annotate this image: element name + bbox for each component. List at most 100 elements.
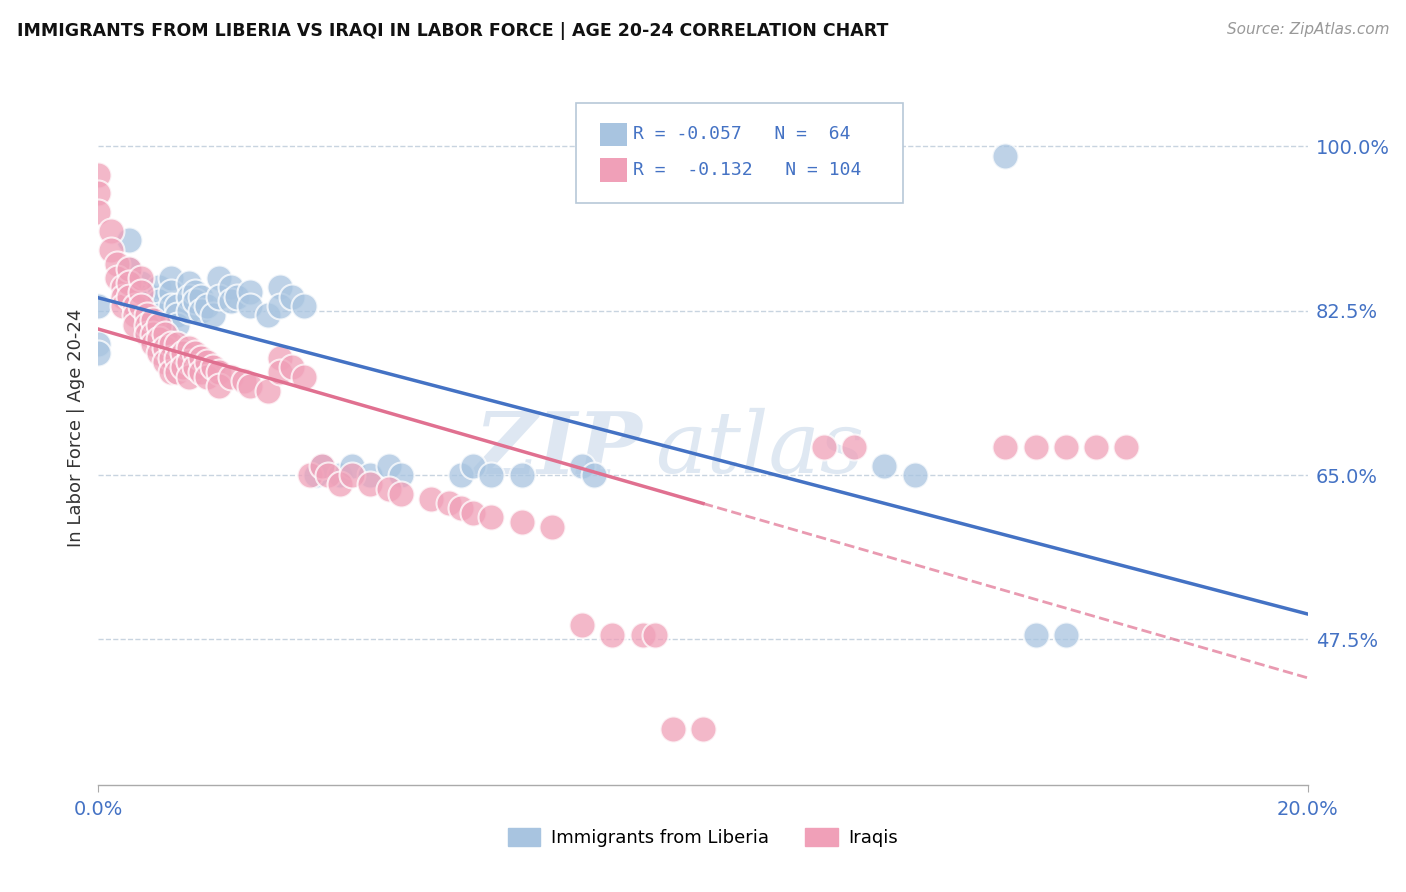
Point xyxy=(118,261,141,276)
Point xyxy=(148,294,170,309)
Point xyxy=(179,303,201,318)
Point xyxy=(135,299,157,313)
Point xyxy=(316,468,339,483)
Point xyxy=(463,458,485,473)
Point xyxy=(583,468,606,483)
Point xyxy=(172,346,194,360)
Bar xyxy=(600,123,627,146)
Point xyxy=(256,309,278,323)
Point xyxy=(571,618,593,632)
Point xyxy=(631,628,654,642)
Point xyxy=(360,468,382,483)
Point xyxy=(602,628,624,642)
Point xyxy=(904,468,927,483)
Point xyxy=(184,346,207,360)
Point xyxy=(692,722,714,736)
Point xyxy=(184,285,207,299)
Point xyxy=(184,360,207,375)
Point xyxy=(208,379,231,393)
Point xyxy=(166,365,188,379)
Point xyxy=(202,309,225,323)
Legend: Immigrants from Liberia, Iraqis: Immigrants from Liberia, Iraqis xyxy=(508,828,898,847)
Point xyxy=(142,290,165,304)
Point xyxy=(105,271,128,285)
Point xyxy=(105,257,128,271)
Point xyxy=(87,186,110,201)
Point xyxy=(111,299,134,313)
Point xyxy=(190,290,212,304)
Bar xyxy=(600,159,627,182)
Point xyxy=(148,332,170,346)
Point xyxy=(100,224,122,238)
Point xyxy=(179,290,201,304)
Point xyxy=(142,336,165,351)
Point xyxy=(292,299,315,313)
Point xyxy=(389,468,412,483)
Point xyxy=(342,458,364,473)
Point xyxy=(208,365,231,379)
Point xyxy=(994,440,1017,454)
Point xyxy=(135,309,157,323)
Point xyxy=(342,468,364,483)
Point xyxy=(190,365,212,379)
Point xyxy=(153,355,176,369)
Point xyxy=(281,360,304,375)
Point xyxy=(160,351,183,365)
Point xyxy=(166,351,188,365)
Point xyxy=(166,299,188,313)
Point xyxy=(87,205,110,219)
Point xyxy=(269,299,291,313)
Text: atlas: atlas xyxy=(655,409,863,491)
Point xyxy=(311,458,333,473)
Point xyxy=(311,458,333,473)
Point xyxy=(129,276,152,290)
Point xyxy=(111,290,134,304)
Point xyxy=(135,318,157,332)
Point xyxy=(510,515,533,529)
Y-axis label: In Labor Force | Age 20-24: In Labor Force | Age 20-24 xyxy=(66,309,84,548)
Point xyxy=(153,342,176,356)
Point xyxy=(124,299,146,313)
Point xyxy=(87,168,110,182)
Point xyxy=(160,285,183,299)
Point xyxy=(118,233,141,247)
Point xyxy=(873,458,896,473)
Point xyxy=(160,299,183,313)
Point xyxy=(129,299,152,313)
Point xyxy=(184,294,207,309)
Point xyxy=(111,280,134,294)
Point xyxy=(450,468,472,483)
Point xyxy=(329,477,352,491)
Point xyxy=(571,458,593,473)
Point xyxy=(148,280,170,294)
Point xyxy=(360,477,382,491)
Text: Source: ZipAtlas.com: Source: ZipAtlas.com xyxy=(1226,22,1389,37)
Point xyxy=(129,285,152,299)
Point xyxy=(124,318,146,332)
Point xyxy=(389,487,412,501)
Point xyxy=(1024,440,1046,454)
Point xyxy=(135,327,157,342)
Point xyxy=(1054,440,1077,454)
Point xyxy=(148,346,170,360)
Point xyxy=(142,303,165,318)
Point xyxy=(292,369,315,384)
Point xyxy=(190,351,212,365)
Point xyxy=(142,313,165,327)
Point xyxy=(305,468,328,483)
Point xyxy=(166,318,188,332)
Point xyxy=(644,628,666,642)
FancyBboxPatch shape xyxy=(576,103,903,203)
Point xyxy=(166,309,188,323)
Point xyxy=(269,365,291,379)
Text: IMMIGRANTS FROM LIBERIA VS IRAQI IN LABOR FORCE | AGE 20-24 CORRELATION CHART: IMMIGRANTS FROM LIBERIA VS IRAQI IN LABO… xyxy=(17,22,889,40)
Point xyxy=(190,303,212,318)
Point xyxy=(1024,628,1046,642)
Point xyxy=(160,336,183,351)
Point xyxy=(195,355,218,369)
Point xyxy=(232,374,254,388)
Point xyxy=(87,299,110,313)
Point xyxy=(1115,440,1137,454)
Point xyxy=(221,294,243,309)
Point xyxy=(179,355,201,369)
